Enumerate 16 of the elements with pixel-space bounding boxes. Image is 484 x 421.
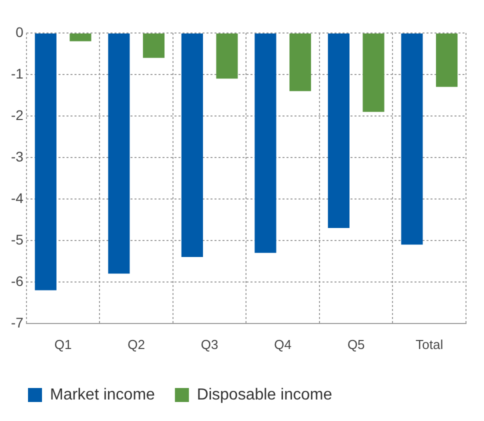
x-tick-label: Q4: [274, 336, 292, 352]
y-tick-label: 0: [16, 24, 24, 40]
x-tick-label: Q1: [54, 336, 72, 352]
x-tick-label: Q2: [128, 336, 146, 352]
y-tick-label: -5: [10, 231, 24, 248]
x-tick-label: Q3: [200, 336, 218, 352]
x-tick-label: Q5: [347, 336, 365, 352]
y-tick-label: -1: [10, 65, 24, 82]
y-tick-label: -2: [10, 106, 24, 123]
x-tick-label: Total: [416, 336, 444, 352]
y-tick-label: -3: [10, 148, 24, 164]
y-tick-label: -6: [10, 272, 24, 289]
legend-label: Market income: [50, 386, 156, 404]
y-tick-label: -4: [10, 190, 24, 206]
y-tick-label: -7: [10, 314, 24, 330]
legend-label: Disposable income: [196, 386, 332, 404]
